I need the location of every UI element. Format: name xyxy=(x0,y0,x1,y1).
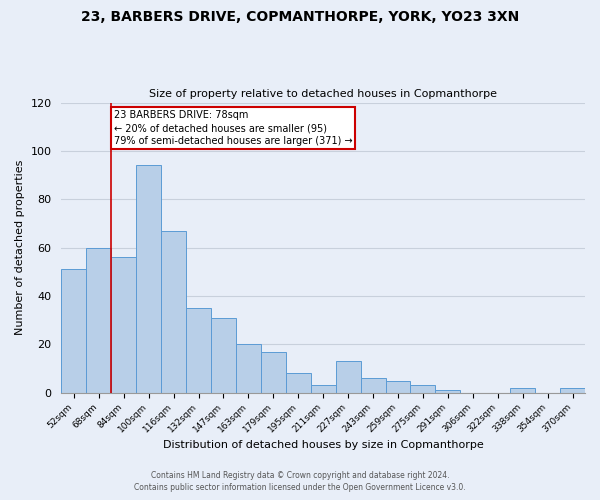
Bar xyxy=(211,318,236,392)
Text: 23, BARBERS DRIVE, COPMANTHORPE, YORK, YO23 3XN: 23, BARBERS DRIVE, COPMANTHORPE, YORK, Y… xyxy=(81,10,519,24)
Bar xyxy=(311,386,335,392)
Bar xyxy=(386,380,410,392)
Bar xyxy=(86,248,111,392)
Bar xyxy=(136,166,161,392)
Bar xyxy=(560,388,585,392)
Bar xyxy=(510,388,535,392)
Y-axis label: Number of detached properties: Number of detached properties xyxy=(15,160,25,336)
Bar xyxy=(286,374,311,392)
Bar xyxy=(361,378,386,392)
X-axis label: Distribution of detached houses by size in Copmanthorpe: Distribution of detached houses by size … xyxy=(163,440,484,450)
Bar xyxy=(161,230,186,392)
Bar xyxy=(436,390,460,392)
Bar xyxy=(236,344,261,393)
Bar xyxy=(186,308,211,392)
Bar xyxy=(335,361,361,392)
Text: Contains HM Land Registry data © Crown copyright and database right 2024.
Contai: Contains HM Land Registry data © Crown c… xyxy=(134,471,466,492)
Bar xyxy=(261,352,286,393)
Bar xyxy=(61,270,86,392)
Bar xyxy=(410,386,436,392)
Bar xyxy=(111,258,136,392)
Title: Size of property relative to detached houses in Copmanthorpe: Size of property relative to detached ho… xyxy=(149,89,497,99)
Text: 23 BARBERS DRIVE: 78sqm
← 20% of detached houses are smaller (95)
79% of semi-de: 23 BARBERS DRIVE: 78sqm ← 20% of detache… xyxy=(114,110,352,146)
